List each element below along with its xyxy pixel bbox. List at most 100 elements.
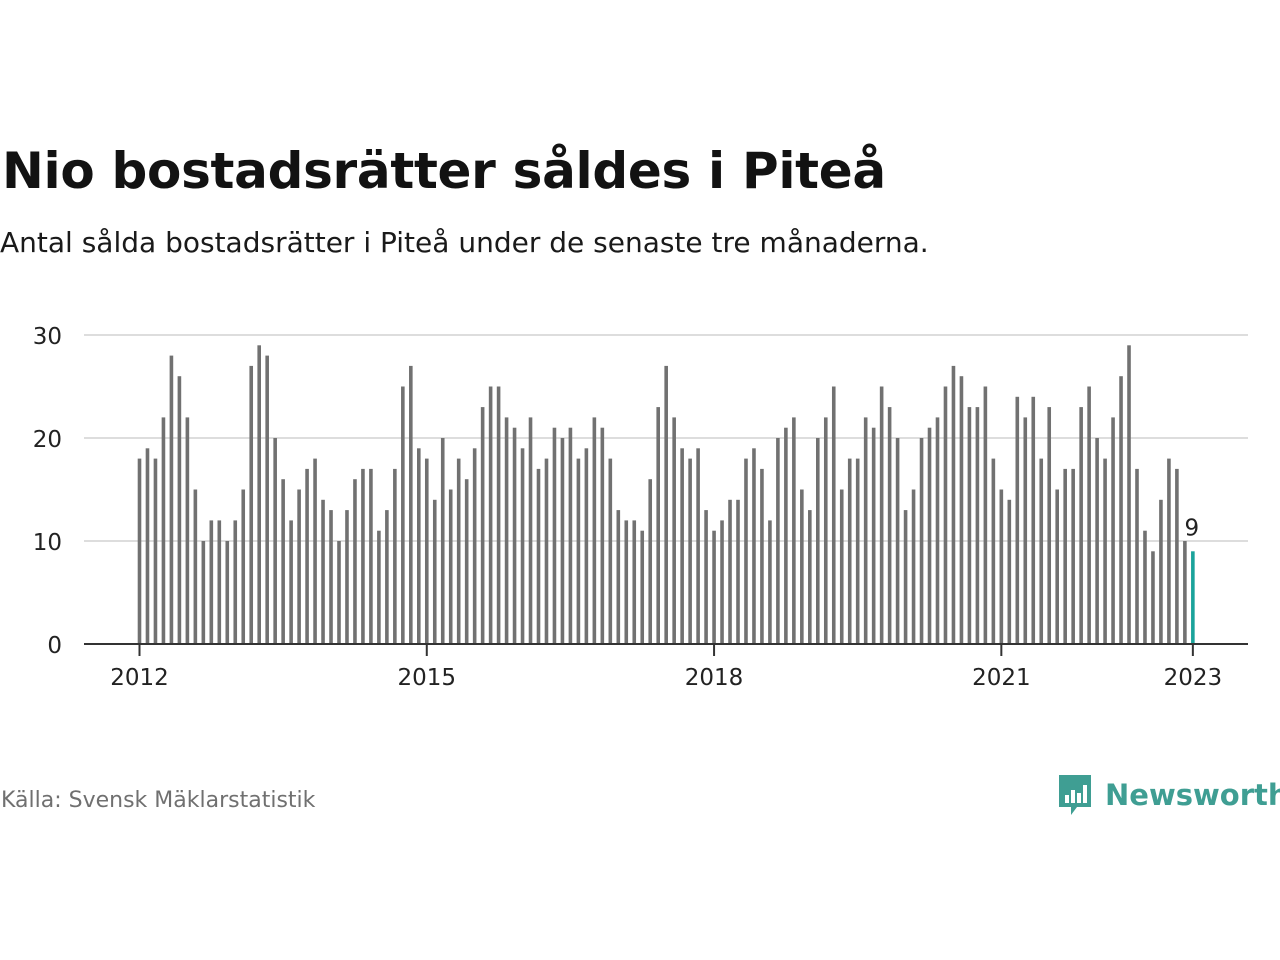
bar: [720, 520, 724, 644]
bar: [201, 541, 206, 644]
bar: [911, 489, 916, 644]
bar: [632, 520, 637, 644]
bar: [863, 417, 868, 644]
bar: [1159, 499, 1163, 644]
bar: [1015, 396, 1020, 644]
bar: [1007, 499, 1012, 644]
bar: [241, 489, 246, 644]
bar: [337, 541, 341, 644]
bar: [680, 448, 684, 644]
y-tick-label: 20: [33, 427, 62, 453]
bar: [991, 458, 996, 644]
y-tick-label: 0: [47, 633, 62, 659]
bar: [1071, 468, 1075, 644]
bar: [1119, 376, 1123, 644]
bar: [225, 541, 230, 644]
bar: [385, 510, 389, 644]
bar: [879, 386, 884, 644]
bar: [584, 448, 589, 644]
bar: [305, 468, 309, 644]
bar: [265, 355, 269, 644]
bar: [153, 458, 158, 644]
bar: [1111, 417, 1115, 644]
bar: [512, 427, 517, 644]
x-tick-label: 2015: [398, 665, 457, 691]
bar: [736, 499, 740, 644]
bar: [1031, 396, 1036, 644]
axes: [84, 643, 1248, 656]
bar: [480, 407, 485, 644]
bar: [536, 468, 541, 644]
y-tick-label: 30: [33, 324, 62, 350]
bar: [456, 458, 461, 644]
bar: [177, 376, 182, 644]
bar: [1055, 489, 1059, 644]
bar: [1079, 407, 1083, 644]
bar: [528, 417, 533, 644]
bar: [903, 510, 908, 644]
x-tick-label: 2012: [110, 665, 169, 691]
bar: [552, 427, 557, 644]
highlight-value-label: 9: [1185, 515, 1200, 541]
bar: [1183, 541, 1187, 644]
bar: [209, 520, 214, 644]
bar: [927, 427, 932, 644]
bar: [967, 407, 972, 644]
x-tick-label: 2021: [972, 665, 1031, 691]
bar: [752, 448, 756, 644]
bar: [560, 438, 565, 644]
source-note: Källa: Svensk Mäklarstatistik: [1, 788, 316, 813]
labels: 0 10 20 30 2012 2015 2018 2021 2023 9: [33, 324, 1222, 691]
y-tick-label: 10: [33, 530, 62, 556]
bar: [640, 530, 645, 644]
chart-subtitle: Antal sålda bostadsrätter i Piteå under …: [0, 226, 929, 259]
bar: [1143, 530, 1147, 644]
brand-name: Newsworthy: [1105, 778, 1280, 812]
bar: [576, 458, 581, 644]
bar: [871, 427, 876, 644]
bar: [169, 355, 174, 644]
bar: [369, 468, 373, 644]
bar: [185, 417, 190, 644]
bar: [1039, 458, 1044, 644]
bar: [696, 448, 700, 644]
bar: [592, 417, 597, 644]
bar: [1063, 468, 1067, 644]
bar: [329, 510, 333, 644]
bar: [855, 458, 860, 644]
bar: [289, 520, 293, 644]
bar: [760, 468, 764, 644]
bar: [377, 530, 381, 644]
bar: [249, 365, 254, 644]
x-tick-label: 2018: [685, 665, 744, 691]
bar: [313, 458, 317, 644]
bar: [1103, 458, 1107, 644]
bar: [1047, 407, 1052, 644]
bar-highlight: [1191, 551, 1195, 644]
bar: [831, 386, 836, 644]
bar: [959, 376, 964, 644]
bar: [1127, 345, 1131, 644]
bar: [1023, 417, 1028, 644]
bar: [217, 520, 222, 644]
newsworthy-logo-icon: [1059, 775, 1091, 815]
bar: [496, 386, 501, 644]
bar: [297, 489, 301, 644]
bar: [1095, 438, 1099, 644]
bar: [712, 530, 716, 644]
bar: [895, 438, 900, 644]
brand-logo: Newsworthy: [1057, 772, 1280, 818]
bar: [281, 479, 285, 644]
bar: [145, 448, 150, 644]
bar: [839, 489, 844, 644]
bar: [424, 458, 429, 644]
bar: [728, 499, 732, 644]
bar: [568, 427, 573, 644]
bar: [464, 479, 469, 644]
bar: [919, 438, 924, 644]
bar: [823, 417, 828, 644]
bar: [816, 438, 820, 644]
bar: [401, 386, 405, 644]
bar: [616, 510, 621, 644]
bar: [943, 386, 948, 644]
